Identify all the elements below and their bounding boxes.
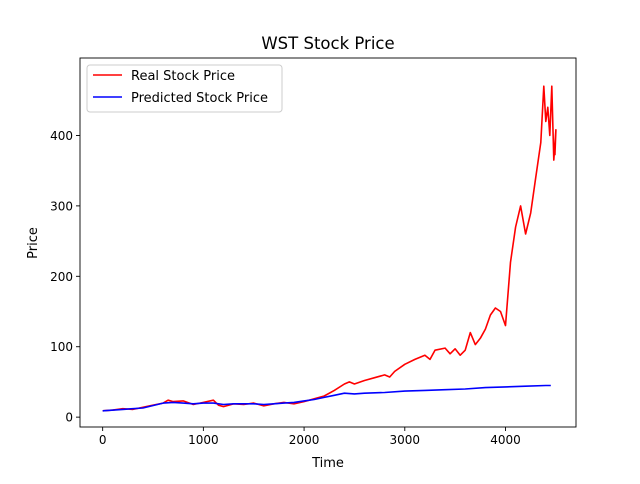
y-axis-ticks: 0 100 200 300 400 xyxy=(50,129,80,425)
plot-frame xyxy=(79,57,577,428)
x-tick-label: 3000 xyxy=(390,433,421,447)
x-tick-label: 0 xyxy=(99,433,107,447)
x-axis-label: Time xyxy=(311,456,344,471)
legend-label-real-price: Real Stock Price xyxy=(131,69,235,84)
x-axis-ticks: 0 1000 2000 3000 4000 xyxy=(99,427,521,447)
series-layer xyxy=(102,85,557,412)
x-tick-label: 4000 xyxy=(490,433,521,447)
x-tick-label: 2000 xyxy=(289,433,320,447)
legend-label-predicted-price: Predicted Stock Price xyxy=(131,91,268,106)
chart-title: WST Stock Price xyxy=(261,34,394,53)
legend: Real Stock Price Predicted Stock Price xyxy=(86,64,283,113)
y-tick-label: 0 xyxy=(65,411,73,425)
legend-box xyxy=(86,64,283,113)
x-tick-label: 1000 xyxy=(188,433,219,447)
series-line-predicted-price xyxy=(102,384,551,412)
y-tick-label: 100 xyxy=(50,340,73,354)
y-tick-label: 400 xyxy=(50,129,73,143)
y-tick-label: 200 xyxy=(50,270,73,284)
y-tick-label: 300 xyxy=(50,199,73,213)
y-axis-label: Price xyxy=(26,227,41,259)
